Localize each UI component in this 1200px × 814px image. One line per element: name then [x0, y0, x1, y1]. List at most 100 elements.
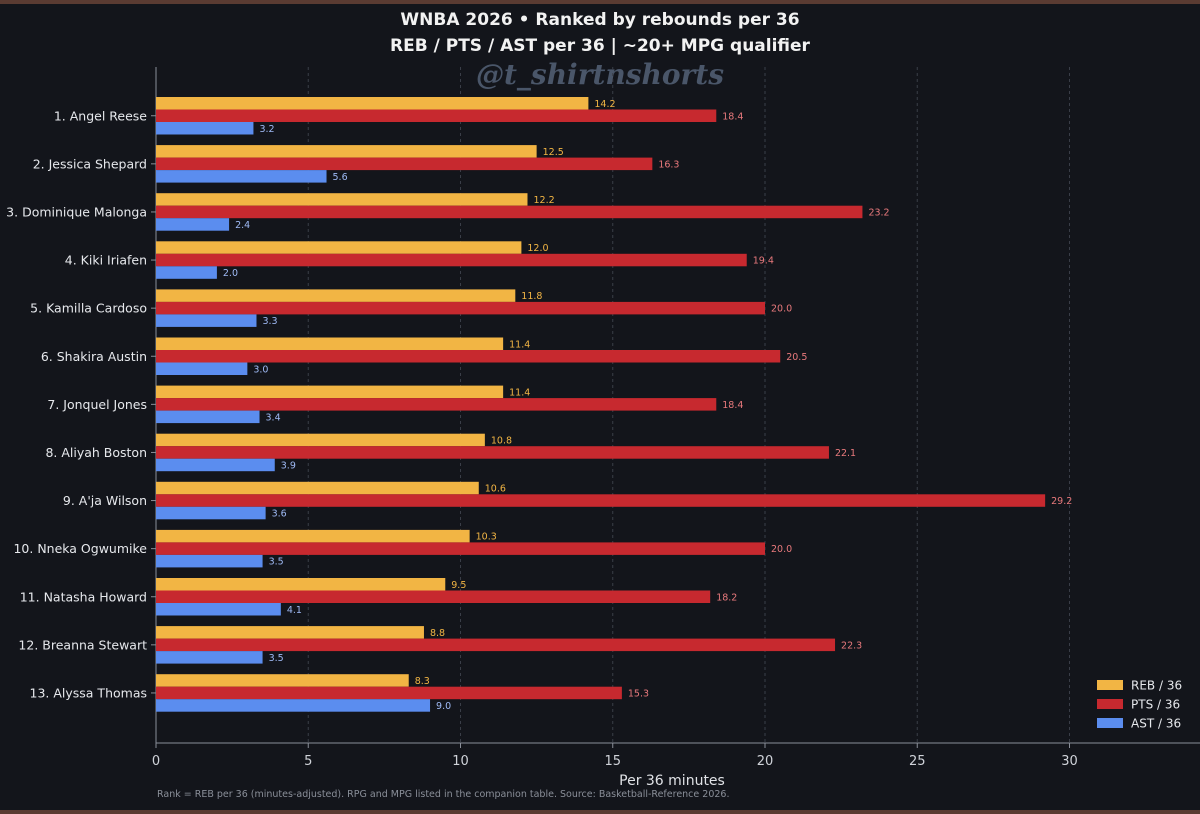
y-tick-label: 4. Kiki Iriafen [65, 253, 147, 268]
legend-swatch [1097, 718, 1123, 728]
x-tick-label: 10 [452, 754, 469, 769]
data-label: 9.0 [436, 701, 451, 712]
data-label: 3.2 [259, 124, 274, 135]
bar [156, 193, 528, 206]
x-tick-label: 20 [757, 754, 774, 769]
bar [156, 529, 470, 543]
bar [156, 651, 263, 664]
bar [156, 699, 431, 712]
bar [156, 218, 230, 231]
data-label: 12.5 [543, 147, 564, 158]
bar [156, 578, 446, 591]
footnote: Rank = REB per 36 (minutes-adjusted). RP… [157, 789, 730, 800]
x-axis-label: Per 36 minutes [619, 773, 725, 789]
legend-label: PTS / 36 [1131, 698, 1180, 712]
data-label: 2.4 [235, 220, 250, 231]
bar [156, 398, 717, 411]
data-label: 23.2 [868, 207, 889, 218]
data-label: 10.8 [491, 435, 512, 446]
bar [156, 385, 504, 399]
data-label: 11.8 [521, 291, 542, 302]
watermark: @t_shirtnshorts [476, 58, 724, 91]
bar [156, 638, 836, 652]
y-tick-label: 2. Jessica Shepard [33, 156, 147, 171]
x-tick-label: 5 [304, 754, 312, 769]
data-label: 11.4 [509, 387, 530, 398]
legend-swatch [1097, 680, 1123, 690]
y-tick-label: 3. Dominique Malonga [6, 204, 147, 219]
bar [156, 506, 266, 520]
data-label: 22.3 [841, 640, 862, 651]
legend-swatch [1097, 699, 1123, 709]
data-label: 14.2 [594, 99, 615, 110]
bar [156, 686, 622, 700]
bar [156, 314, 257, 327]
data-label: 3.5 [269, 653, 284, 664]
bar [156, 458, 275, 472]
y-tick-label: 10. Nneka Ogwumike [13, 541, 147, 556]
bar [156, 603, 281, 616]
y-tick-label: 6. Shakira Austin [41, 349, 147, 364]
data-label: 8.8 [430, 628, 445, 639]
bar [156, 289, 516, 302]
bar [156, 542, 765, 555]
bar [156, 554, 263, 568]
bar [156, 241, 522, 254]
data-label: 8.3 [415, 676, 430, 687]
bar [156, 494, 1046, 507]
data-label: 4.1 [287, 605, 302, 616]
data-label: 3.9 [281, 460, 296, 471]
data-label: 5.6 [333, 172, 348, 183]
bar [156, 170, 327, 183]
data-label: 3.3 [262, 316, 277, 327]
data-label: 3.0 [253, 364, 268, 375]
data-label: 12.0 [527, 243, 548, 254]
bar [156, 157, 653, 171]
bar [156, 205, 863, 219]
data-label: 2.0 [223, 268, 238, 279]
y-tick-label: 5. Kamilla Cardoso [30, 301, 147, 316]
data-label: 22.1 [835, 448, 856, 459]
bar [156, 145, 537, 158]
legend-label: REB / 36 [1131, 679, 1182, 693]
bar [156, 410, 260, 424]
bar [156, 626, 424, 639]
y-tick-label: 8. Aliyah Boston [45, 445, 147, 460]
chart-title: WNBA 2026 • Ranked by rebounds per 36 [400, 10, 800, 30]
legend-label: AST / 36 [1131, 717, 1181, 731]
y-tick-label: 1. Angel Reese [54, 108, 147, 123]
data-label: 3.5 [269, 557, 284, 568]
data-label: 15.3 [628, 688, 649, 699]
bar [156, 337, 504, 350]
bar [156, 350, 781, 363]
data-label: 18.4 [722, 111, 743, 122]
data-label: 9.5 [451, 580, 466, 591]
y-tick-label: 13. Alyssa Thomas [30, 685, 148, 700]
data-label: 29.2 [1051, 496, 1072, 507]
bar [156, 481, 479, 495]
data-label: 3.6 [272, 509, 287, 520]
bar [156, 253, 747, 267]
data-label: 3.4 [266, 412, 281, 423]
x-tick-label: 30 [1061, 754, 1078, 769]
y-tick-label: 7. Jonquel Jones [47, 397, 147, 412]
bar [156, 97, 589, 110]
x-tick-label: 15 [604, 754, 621, 769]
bar [156, 301, 765, 315]
data-label: 19.4 [753, 256, 774, 267]
y-tick-label: 12. Breanna Stewart [18, 637, 147, 652]
data-label: 16.3 [658, 159, 679, 170]
chart-subtitle: REB / PTS / AST per 36 | ~20+ MPG qualif… [390, 36, 810, 56]
bar [156, 433, 485, 447]
data-label: 12.2 [533, 195, 554, 206]
x-tick-label: 0 [152, 754, 160, 769]
y-tick-label: 9. A'ja Wilson [63, 493, 147, 508]
data-label: 11.4 [509, 339, 530, 350]
bar [156, 122, 254, 135]
bar [156, 674, 409, 687]
data-label: 20.0 [771, 304, 792, 315]
data-label: 20.0 [771, 544, 792, 555]
bar [156, 362, 248, 375]
x-tick-label: 25 [909, 754, 926, 769]
